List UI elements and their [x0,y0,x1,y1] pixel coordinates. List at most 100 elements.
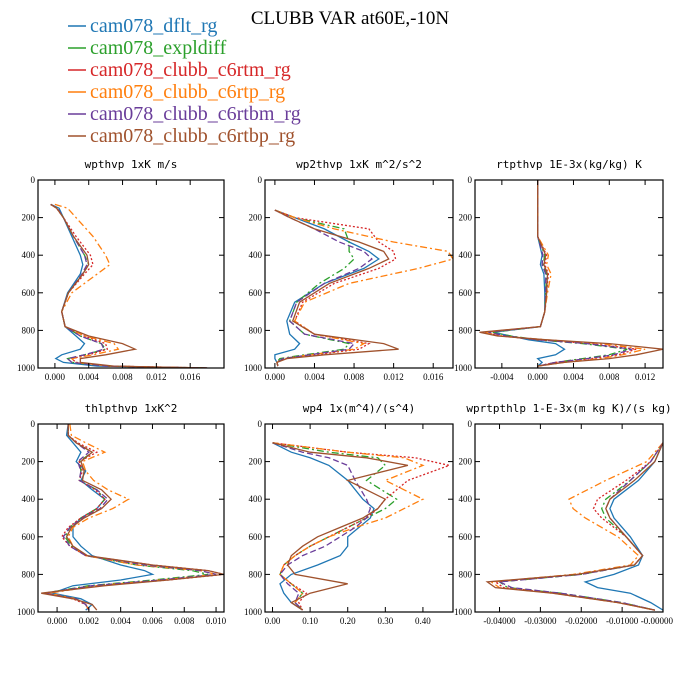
series-group [485,442,663,611]
series-line [274,209,453,367]
y-tick-label: 600 [22,288,36,298]
legend: cam078_dflt_rgcam078_expldiffcam078_club… [68,15,301,147]
series-group [479,180,663,368]
series-group [274,209,453,367]
series-line [272,442,375,611]
series-line [497,442,663,611]
x-tick-label: -0.00000 [641,616,674,626]
series-group [41,424,224,611]
series-line [488,180,632,368]
legend-item: cam078_clubb_c6rtbm_rg [68,103,301,125]
legend-label: cam078_expldiff [90,37,227,59]
series-line [272,442,398,611]
series-line [497,442,663,611]
series-line [41,424,224,611]
series-line [274,209,399,367]
subplot-title: wprtpthlp 1-E-3x(m kg K)/(s kg) [466,402,671,415]
y-tick-label: 600 [459,532,473,542]
legend-item: cam078_clubb_c6rtp_rg [68,81,285,103]
legend-label: cam078_clubb_c6rtbm_rg [90,103,301,125]
y-tick-label: 600 [249,288,263,298]
plot-frame [37,423,225,613]
series-line [492,180,628,368]
legend-label: cam078_dflt_rg [90,15,217,37]
x-tick-label: 0.010 [206,616,227,626]
x-tick-label: 0.008 [112,372,133,382]
y-tick-label: 200 [22,213,36,223]
x-tick-label: 0.004 [111,616,132,626]
y-tick-label: 200 [459,213,473,223]
subplot-title: thlpthvp 1xK^2 [85,402,178,415]
x-tick-label: 0.016 [423,372,444,382]
x-tick-label: 0.40 [415,616,431,626]
plot-frame [474,179,664,369]
x-tick-label: 0.10 [302,616,318,626]
x-tick-label: 0.004 [79,372,100,382]
x-tick-label: 0.000 [45,372,66,382]
y-tick-label: 600 [459,288,473,298]
y-tick-label: 0 [258,175,263,185]
x-tick-label: 0.016 [180,372,201,382]
x-tick-label: 0.012 [384,372,404,382]
legend-item: cam078_clubb_c6rtbp_rg [68,125,295,147]
y-tick-label: 400 [459,494,473,504]
series-line [479,180,663,368]
plot-frame [37,179,225,369]
series-line [489,442,663,611]
x-tick-label: 0.004 [563,372,584,382]
series-line [274,209,397,367]
plot-frame [474,423,664,613]
y-tick-label: 400 [249,494,263,504]
series-group [50,203,208,368]
y-tick-label: 1000 [454,363,473,373]
x-tick-label: 0.012 [146,372,166,382]
subplot-title: rtpthvp 1E-3x(kg/kg) K [496,158,642,171]
x-tick-label: 0.008 [174,616,195,626]
series-line [272,442,409,611]
y-tick-label: 400 [459,250,473,260]
y-tick-label: 800 [249,569,263,579]
subplot-title: wp4 1x(m^4)/(s^4) [303,402,416,415]
series-line [49,424,155,611]
x-tick-label: -0.04000 [483,616,516,626]
series-line [272,442,372,611]
y-tick-label: 0 [31,175,36,185]
series-line [274,209,373,367]
x-tick-label: 0.000 [528,372,549,382]
y-tick-label: 200 [249,213,263,223]
plot-frame [264,179,454,369]
y-tick-label: 800 [459,569,473,579]
series-line [48,424,217,611]
x-tick-label: -0.02000 [565,616,598,626]
y-tick-label: 1000 [454,607,473,617]
series-line [583,442,663,611]
series-line [50,203,208,368]
subplot-title: wpthvp 1xK m/s [85,158,178,171]
y-tick-label: 0 [468,419,473,429]
y-tick-label: 1000 [17,607,36,617]
y-tick-label: 1000 [244,363,263,373]
y-tick-label: 0 [468,175,473,185]
y-tick-label: 400 [22,494,36,504]
y-tick-label: 800 [249,325,263,335]
subplot-2: wp2thvp 1xK m^2/s^2020040060080010000.00… [244,158,454,382]
x-tick-label: 0.00 [265,616,281,626]
y-tick-label: 200 [459,457,473,467]
series-line [274,209,355,367]
y-tick-label: 800 [22,325,36,335]
subplot-4: thlpthvp 1xK^2 0 200 400 600 800 1000 0.000 0.00… [17,402,227,626]
y-tick-label: 0 [31,419,36,429]
x-tick-label: 0.30 [377,616,393,626]
series-line [483,180,637,368]
legend-label: cam078_clubb_c6rtm_rg [90,59,291,81]
x-tick-label: 0.008 [344,372,365,382]
series-line [272,442,452,611]
y-tick-label: 200 [249,457,263,467]
series-line [483,180,646,368]
series-line [50,203,208,368]
series-line [485,442,663,611]
subplot-1: wpthvp 1xK m/s 0 200 400 600 800 1000 0.000 0.00… [17,158,225,382]
